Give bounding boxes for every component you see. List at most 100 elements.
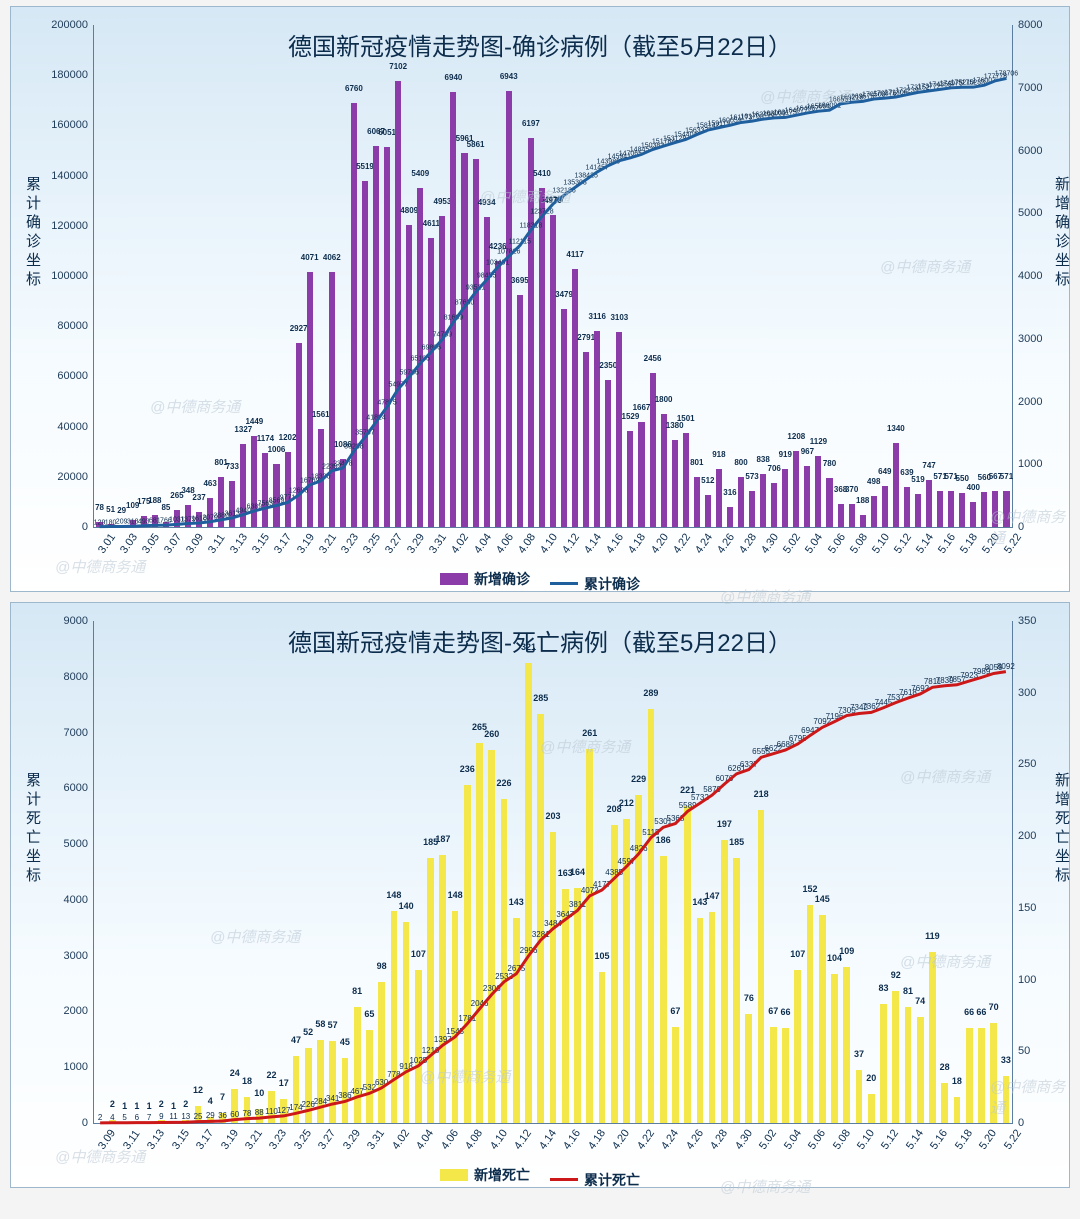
x-tick-label: 4.12 <box>560 531 582 555</box>
x-tick-label: 4.10 <box>488 1127 510 1151</box>
x-tick-label: 3.13 <box>145 1127 167 1151</box>
x-tick-label: 5.04 <box>782 1127 804 1151</box>
x-tick-label: 3.09 <box>184 531 206 555</box>
x-tick-label: 5.10 <box>855 1127 877 1151</box>
x-tick-label: 4.14 <box>537 1127 559 1151</box>
ytick-right: 250 <box>1012 758 1036 770</box>
ytick-left: 1000 <box>64 1061 94 1073</box>
ytick-right: 50 <box>1012 1045 1030 1057</box>
x-tick-label: 4.02 <box>390 1127 412 1151</box>
legend-line-label: 累计确诊 <box>584 574 640 594</box>
legend-line-swatch <box>550 1178 578 1181</box>
x-tick-label: 4.28 <box>708 1127 730 1151</box>
x-tick-label: 4.22 <box>671 531 693 555</box>
ytick-right: 6000 <box>1012 145 1042 157</box>
ytick-left: 4000 <box>64 894 94 906</box>
ytick-right: 1000 <box>1012 458 1042 470</box>
x-tick-label: 4.24 <box>693 531 715 555</box>
ytick-right: 4000 <box>1012 270 1042 282</box>
left-axis-title: 累计死亡坐标 <box>23 772 43 886</box>
x-tick-label: 4.28 <box>737 531 759 555</box>
ytick-right: 300 <box>1012 687 1036 699</box>
x-tick-label: 5.12 <box>892 531 914 555</box>
x-tick-label: 3.19 <box>295 531 317 555</box>
x-tick-label: 3.21 <box>317 531 339 555</box>
deaths-legend: 新增死亡累计死亡 <box>11 1165 1069 1190</box>
x-tick-label: 3.23 <box>339 531 361 555</box>
cumulative-line <box>94 621 1012 1123</box>
x-tick-label: 5.02 <box>757 1127 779 1151</box>
x-tick-label: 3.13 <box>228 531 250 555</box>
ytick-right: 150 <box>1012 902 1036 914</box>
x-tick-label: 4.04 <box>472 531 494 555</box>
x-tick-label: 3.21 <box>243 1127 265 1151</box>
ytick-left: 140000 <box>51 170 94 182</box>
x-tick-label: 4.06 <box>439 1127 461 1151</box>
x-tick-label: 5.18 <box>958 531 980 555</box>
ytick-right: 200 <box>1012 830 1036 842</box>
x-tick-label: 3.03 <box>118 531 140 555</box>
x-tick-label: 3.25 <box>361 531 383 555</box>
ytick-left: 80000 <box>57 320 94 332</box>
x-tick-label: 3.15 <box>250 531 272 555</box>
legend-line: 累计确诊 <box>550 574 640 594</box>
x-tick-label: 4.06 <box>494 531 516 555</box>
x-tick-label: 5.22 <box>1002 531 1024 555</box>
ytick-left: 8000 <box>64 671 94 683</box>
x-tick-label: 5.04 <box>803 531 825 555</box>
right-axis-title: 新增死亡坐标 <box>1051 772 1072 886</box>
right-axis-title: 新增确诊坐标 <box>1051 176 1072 290</box>
cumulative-line <box>94 25 1012 527</box>
ytick-right: 350 <box>1012 615 1036 627</box>
ytick-left: 0 <box>82 521 94 533</box>
x-tick-label: 4.26 <box>684 1127 706 1151</box>
x-tick-label: 5.02 <box>781 531 803 555</box>
deaths-plot-area: 0100020003000400050006000700080009000050… <box>93 621 1013 1124</box>
x-tick-label: 3.27 <box>383 531 405 555</box>
left-axis-title: 累计确诊坐标 <box>23 176 43 290</box>
ytick-right: 3000 <box>1012 333 1042 345</box>
cases-chart-panel: 德国新冠疫情走势图-确诊病例（截至5月22日）02000040000600008… <box>10 6 1070 592</box>
x-tick-label: 5.14 <box>904 1127 926 1151</box>
x-tick-label: 3.17 <box>272 531 294 555</box>
x-tick-label: 3.27 <box>316 1127 338 1151</box>
x-tick-label: 4.04 <box>414 1127 436 1151</box>
x-tick-label: 5.16 <box>936 531 958 555</box>
x-tick-label: 3.23 <box>267 1127 289 1151</box>
x-tick-label: 3.07 <box>162 531 184 555</box>
x-tick-label: 5.20 <box>980 531 1002 555</box>
x-tick-label: 5.10 <box>870 531 892 555</box>
legend-bar: 新增确诊 <box>440 569 530 589</box>
x-tick-label: 3.31 <box>427 531 449 555</box>
x-tick-label: 4.12 <box>512 1127 534 1151</box>
x-tick-label: 5.06 <box>806 1127 828 1151</box>
ytick-right: 2000 <box>1012 396 1042 408</box>
x-tick-label: 5.14 <box>914 531 936 555</box>
legend-bar-swatch <box>440 573 468 585</box>
ytick-left: 20000 <box>57 471 94 483</box>
x-tick-label: 3.01 <box>96 531 118 555</box>
x-tick-label: 5.20 <box>977 1127 999 1151</box>
x-tick-label: 4.30 <box>733 1127 755 1151</box>
x-tick-label: 4.16 <box>604 531 626 555</box>
legend-line-swatch <box>550 582 578 585</box>
ytick-left: 2000 <box>64 1005 94 1017</box>
x-tick-label: 4.18 <box>626 531 648 555</box>
x-tick-label: 4.30 <box>759 531 781 555</box>
ytick-left: 120000 <box>51 220 94 232</box>
x-tick-label: 3.29 <box>405 531 427 555</box>
ytick-right: 100 <box>1012 974 1036 986</box>
legend-bar: 新增死亡 <box>440 1165 530 1185</box>
x-tick-label: 3.25 <box>292 1127 314 1151</box>
x-tick-label: 4.20 <box>649 531 671 555</box>
x-tick-label: 5.12 <box>879 1127 901 1151</box>
ytick-left: 3000 <box>64 950 94 962</box>
x-tick-label: 4.10 <box>538 531 560 555</box>
x-tick-label: 3.15 <box>170 1127 192 1151</box>
x-tick-label: 5.08 <box>848 531 870 555</box>
x-tick-label: 3.29 <box>341 1127 363 1151</box>
x-tick-label: 3.05 <box>140 531 162 555</box>
deaths-chart-panel: 德国新冠疫情走势图-死亡病例（截至5月22日）01000200030004000… <box>10 602 1070 1188</box>
legend-bar-label: 新增死亡 <box>474 1165 530 1185</box>
x-tick-label: 4.16 <box>561 1127 583 1151</box>
